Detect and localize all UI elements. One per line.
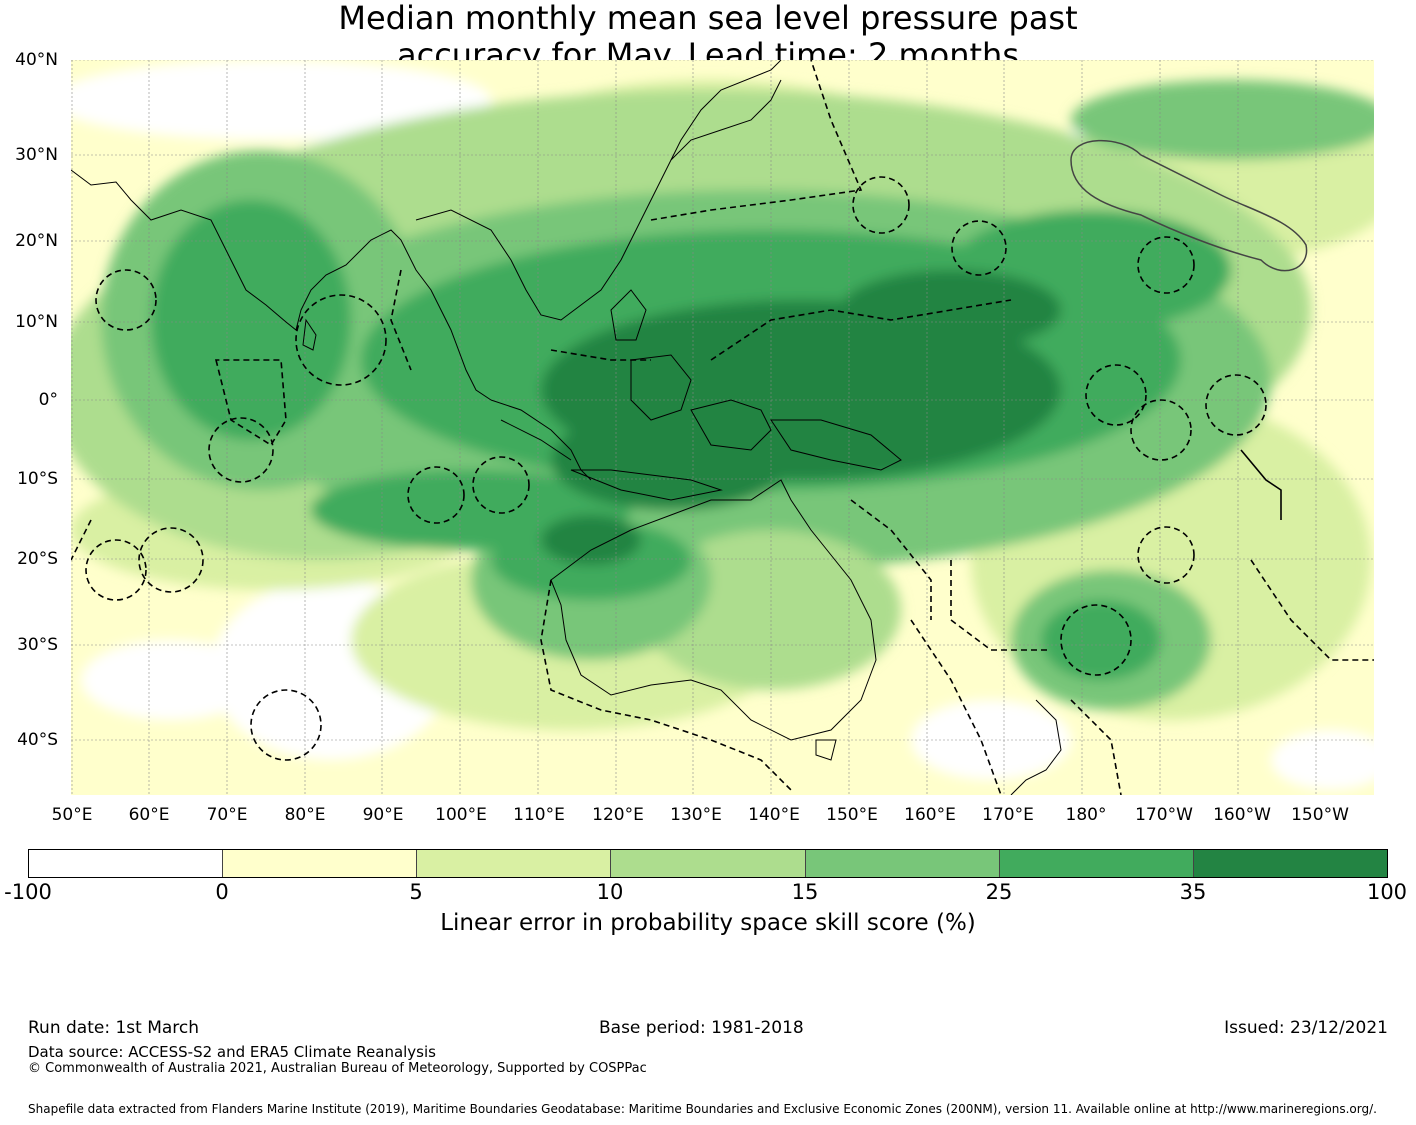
- colorbar: [28, 849, 1388, 878]
- lat-label: 40°N: [15, 50, 58, 70]
- map-title-line-1: Median monthly mean sea level pressure p…: [338, 0, 1078, 37]
- colorbar-tick-label: -100: [4, 880, 52, 904]
- colorbar-tick-label: 10: [596, 880, 624, 904]
- lat-label: 30°N: [15, 145, 58, 165]
- lon-label: 80°E: [284, 805, 326, 825]
- colorbar-label: Linear error in probability space skill …: [440, 910, 976, 936]
- lon-label: 50°E: [51, 805, 93, 825]
- lat-label: 20°S: [17, 549, 58, 569]
- skill-score-map: [71, 60, 1374, 795]
- data-source: Data source: ACCESS-S2 and ERA5 Climate …: [28, 1043, 436, 1061]
- eez-boundaries: [71, 60, 1374, 795]
- colorbar-tick-label: 5: [409, 880, 423, 904]
- lon-label: 180°: [1065, 805, 1107, 825]
- lat-label: 20°N: [15, 231, 58, 251]
- run-date: Run date: 1st March: [28, 1018, 200, 1038]
- graticule: [71, 60, 1374, 795]
- lon-label: 70°E: [206, 805, 248, 825]
- colorbar-segment: [223, 850, 418, 877]
- lon-label: 160°W: [1213, 805, 1271, 825]
- coastlines: [71, 60, 1062, 795]
- colorbar-segment: [999, 850, 1194, 877]
- hawaii-boundary: [1070, 139, 1308, 272]
- lon-label: 100°E: [435, 805, 487, 825]
- colorbar-segment: [29, 850, 224, 877]
- lon-label: 120°E: [592, 805, 644, 825]
- lat-label: 0°: [38, 390, 58, 410]
- lon-label: 110°E: [513, 805, 565, 825]
- lon-label: 170°E: [982, 805, 1034, 825]
- lon-label: 60°E: [128, 805, 170, 825]
- lat-label: 40°S: [17, 730, 58, 750]
- colorbar-tick-label: 25: [985, 880, 1013, 904]
- lon-label: 130°E: [670, 805, 722, 825]
- colorbar-segment: [805, 850, 1000, 877]
- lat-label: 10°N: [15, 312, 58, 332]
- colorbar-tick-label: 35: [1179, 880, 1207, 904]
- colorbar-segment: [611, 850, 806, 877]
- lon-label: 140°E: [748, 805, 800, 825]
- copyright: © Commonwealth of Australia 2021, Austra…: [28, 1061, 647, 1076]
- colorbar-segment: [417, 850, 612, 877]
- lat-label: 30°S: [17, 635, 58, 655]
- lon-label: 170°W: [1135, 805, 1193, 825]
- issued-date: Issued: 23/12/2021: [1224, 1018, 1388, 1038]
- colorbar-tick-label: 15: [791, 880, 819, 904]
- solid-eez-segment: [1240, 449, 1282, 520]
- base-period: Base period: 1981-2018: [599, 1018, 804, 1038]
- lon-label: 150°W: [1291, 805, 1349, 825]
- colorbar-tick-label: 0: [215, 880, 229, 904]
- colorbar-segment: [1193, 850, 1387, 877]
- skill-shading: [71, 60, 1374, 790]
- lon-label: 150°E: [826, 805, 878, 825]
- map-canvas: [71, 60, 1374, 795]
- lon-label: 90°E: [362, 805, 404, 825]
- lon-label: 160°E: [904, 805, 956, 825]
- lat-label: 10°S: [17, 469, 58, 489]
- shapefile-credit: Shapefile data extracted from Flanders M…: [28, 1102, 1377, 1116]
- colorbar-tick-label: 100: [1366, 880, 1408, 904]
